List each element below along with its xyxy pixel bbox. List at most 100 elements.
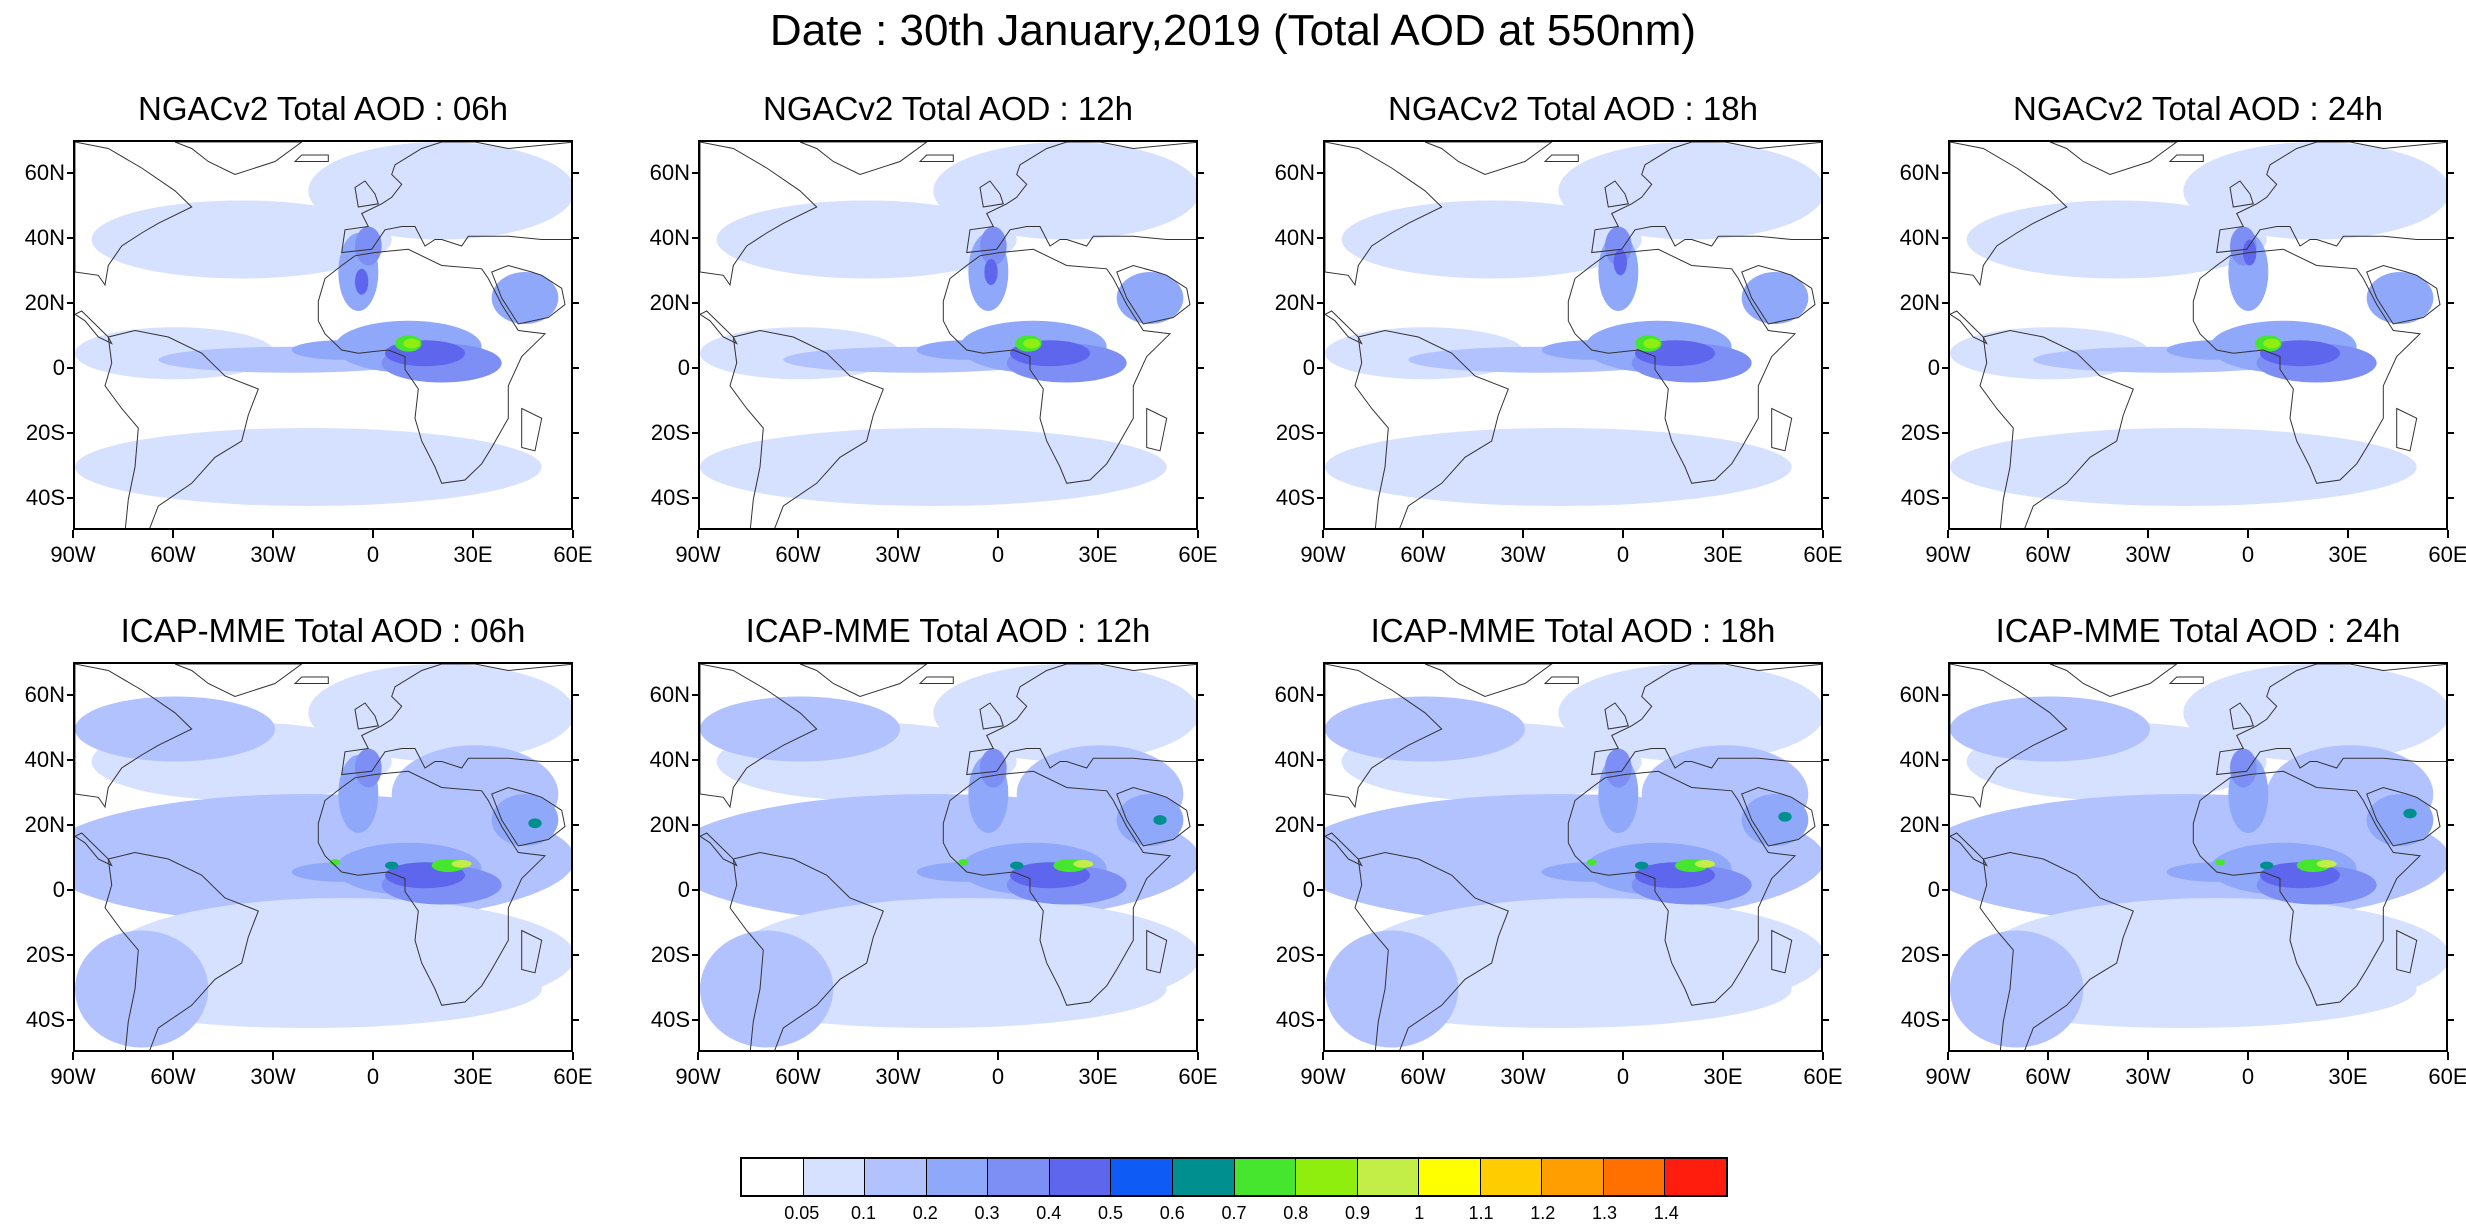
lat-tick: [692, 888, 700, 891]
lon-tick: [72, 1052, 74, 1060]
lat-tick: [67, 301, 75, 304]
aod-field: [700, 664, 1196, 1050]
coastline-madagascar: [1771, 407, 1793, 452]
colorbar-swatch: [988, 1159, 1050, 1195]
lon-label: 30W: [2125, 1064, 2171, 1089]
coastline-africa: [317, 770, 547, 1006]
aod-shade: [1983, 898, 2446, 1015]
lon-label: 0: [366, 1064, 380, 1089]
lat-label: 20S: [1900, 941, 1940, 967]
lon-label: 60W: [2025, 542, 2071, 567]
lat-tick: [1317, 431, 1325, 434]
lon-tick: [172, 1052, 174, 1060]
lon-tick: [1197, 1052, 1199, 1060]
lon-label: 30E: [453, 1064, 493, 1089]
lat-tick: [2446, 236, 2454, 239]
coastline-greenland: [799, 142, 928, 176]
coastline-centralAm: [75, 832, 113, 867]
coastline-uk: [979, 180, 1004, 208]
aod-shade: [700, 428, 1167, 506]
lon-tick: [372, 1052, 374, 1060]
lon-label: 60E: [2428, 1064, 2466, 1089]
coastline-northAmerica: [700, 142, 818, 287]
aod-field: [700, 142, 1196, 528]
map-panel-ngacv2-12h: NGACv2 Total AOD : 12h 60N 40N 20N 0 20S 40S 90…: [650, 90, 1218, 566]
colorbar: [740, 1157, 1728, 1197]
coastline-europe: [2216, 664, 2446, 776]
lat-label: 60N: [649, 681, 690, 707]
aod-shade: [958, 859, 969, 866]
lon-label: 30W: [875, 1064, 921, 1089]
coastline-arabia: [1116, 264, 1191, 325]
aod-shade: [528, 818, 542, 829]
lat-tick: [67, 953, 75, 956]
lon-tick: [1722, 1052, 1724, 1060]
colorbar-swatch: [1357, 1159, 1420, 1195]
lat-label: 40N: [24, 224, 65, 250]
coastline-iceland: [2168, 154, 2204, 162]
lat-label: 20S: [650, 941, 690, 967]
lat-tick: [1317, 496, 1325, 499]
map-panel-icap-mme-18h: ICAP-MME Total AOD : 18h 60N 40N 20N 0 20S 40S…: [1275, 612, 1843, 1088]
lat-tick: [67, 888, 75, 891]
aod-shade: [2366, 794, 2434, 846]
aod-shade: [1358, 898, 1821, 1015]
lon-label: 30E: [1078, 542, 1118, 567]
coastline-northAmerica: [1325, 142, 1443, 287]
aod-shade: [980, 226, 1007, 266]
coastline-southAmerica: [1354, 851, 1509, 1050]
lat-tick: [1942, 301, 1950, 304]
lon-label: 60E: [1803, 542, 1843, 567]
lat-label: 60N: [1899, 159, 1940, 185]
coastline-southAmerica: [729, 851, 884, 1050]
lat-tick: [571, 953, 579, 956]
colorbar-label: 0.05: [784, 1203, 820, 1223]
lon-tick: [372, 530, 374, 538]
coastline-madagascar: [521, 407, 543, 452]
lat-label: 40S: [25, 1006, 65, 1032]
aod-shade: [1741, 794, 1809, 846]
lon-tick: [2447, 1052, 2449, 1060]
coastline-uk: [354, 702, 379, 730]
lat-tick: [692, 236, 700, 239]
coastline-centralAm: [1950, 310, 1988, 345]
aod-shade: [491, 272, 559, 324]
lat-label: 40S: [1900, 484, 1940, 510]
lat-tick: [1317, 301, 1325, 304]
lon-tick: [997, 530, 999, 538]
aod-field: [1325, 142, 1821, 528]
lat-tick: [1317, 693, 1325, 696]
coastline-centralAm: [1325, 832, 1363, 867]
aod-field: [1325, 664, 1821, 1050]
aod-shade: [2403, 808, 2417, 819]
lon-label: 90W: [50, 1064, 96, 1089]
coastline-uk: [979, 702, 1004, 730]
lat-tick: [67, 758, 75, 761]
coastline-madagascar: [1146, 407, 1168, 452]
lat-label: 20S: [1275, 941, 1315, 967]
lat-tick: [1821, 953, 1829, 956]
lat-label: 40S: [1900, 1006, 1940, 1032]
aod-map: [698, 662, 1198, 1052]
colorbar-label: 0.1: [850, 1203, 877, 1223]
lon-tick: [797, 1052, 799, 1060]
aod-shade: [2183, 664, 2446, 762]
coastline-madagascar: [1146, 929, 1168, 974]
coastline-africa: [2192, 248, 2422, 484]
aod-shade: [355, 748, 382, 788]
lat-tick: [2446, 171, 2454, 174]
colorbar-swatch: [1419, 1159, 1481, 1195]
lat-tick: [1821, 1018, 1829, 1021]
lat-label: 40N: [24, 746, 65, 772]
aod-shade: [2263, 338, 2280, 349]
colorbar-label: 0.6: [1159, 1203, 1185, 1223]
lon-label: 30E: [1703, 1064, 1743, 1089]
colorbar-swatch: [1480, 1159, 1543, 1195]
lon-tick: [72, 530, 74, 538]
lon-label: 90W: [1300, 542, 1346, 567]
panel-title: ICAP-MME Total AOD : 12h: [745, 612, 1151, 649]
coastline-europe: [341, 664, 571, 776]
coastline-centralAm: [700, 310, 738, 345]
coastline-uk: [1604, 180, 1629, 208]
lat-label: 40S: [650, 1006, 690, 1032]
